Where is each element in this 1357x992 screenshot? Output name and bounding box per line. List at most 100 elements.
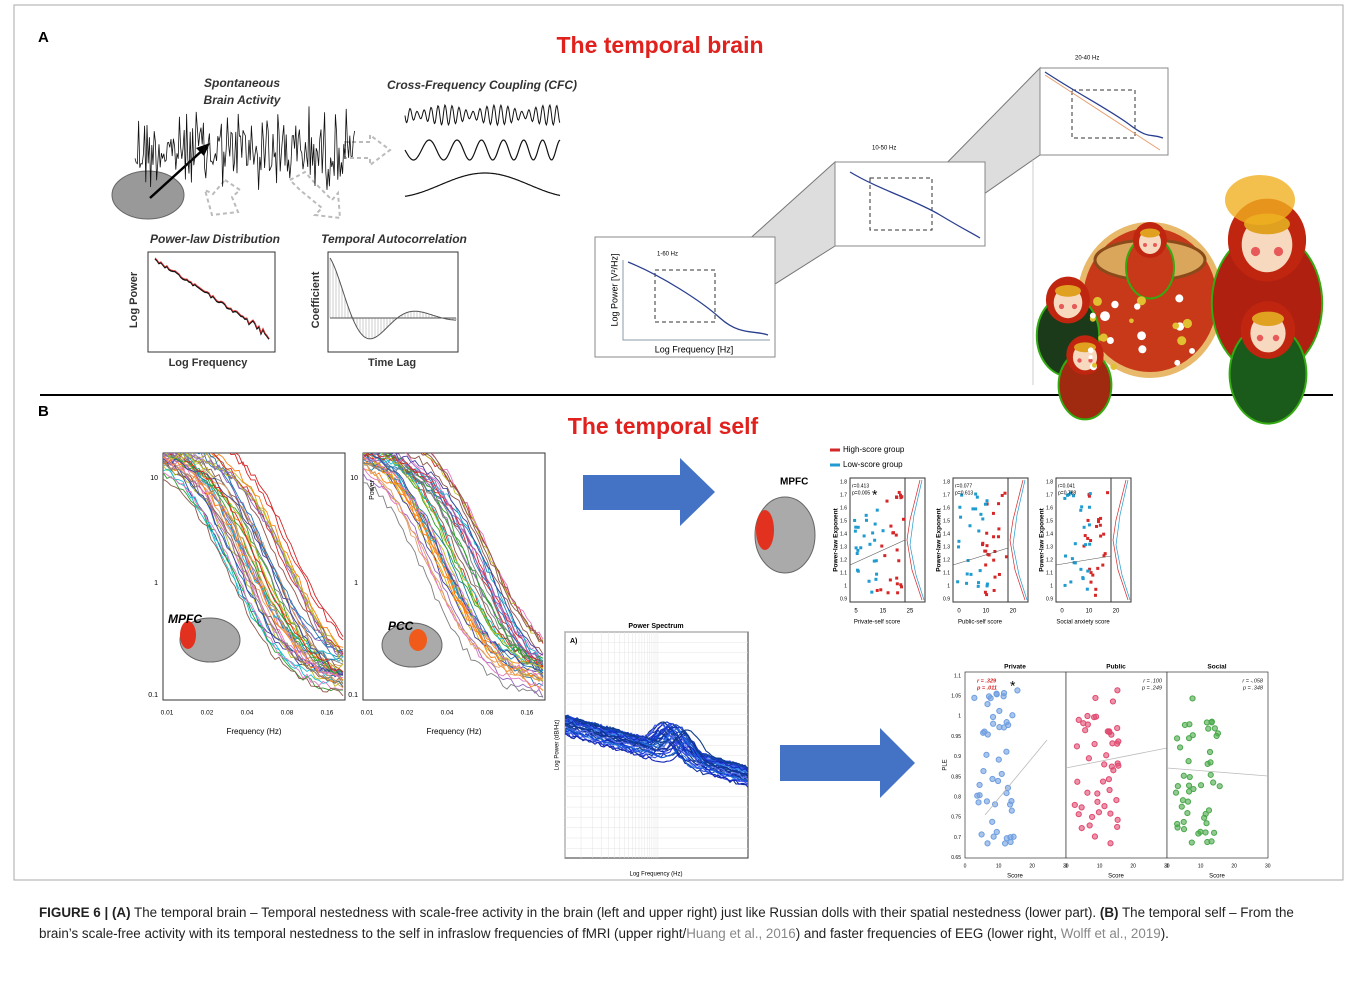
eeg-scatter: C)PLE1.11.0510.950.90.850.80.750.70.65Pr… [943,664,1271,880]
point [1204,720,1209,725]
point [896,548,899,551]
point [880,545,883,548]
point [986,544,989,547]
point [1102,762,1107,767]
doll-cheek [1153,243,1157,247]
axis-label: Log Power [128,271,140,328]
point [1075,779,1080,784]
point [863,534,866,537]
point [1189,840,1194,845]
point [974,507,977,510]
point [994,829,999,834]
point [991,834,996,839]
point [981,768,986,773]
y-tick-label: 1.8 [1046,479,1053,485]
point [1181,819,1186,824]
point [1107,787,1112,792]
axis-label: Coefficient [310,271,322,328]
point [1182,722,1187,727]
point [997,502,1000,505]
point [1101,564,1104,567]
point [1007,802,1012,807]
point [991,721,996,726]
point [1004,492,1007,495]
point [981,543,984,546]
y-tick-label: 0.7 [954,835,961,841]
stat: p = .348 [1242,685,1264,691]
y-tick-label: 1.5 [1046,518,1053,524]
axis-label: Log Frequency [Hz] [655,344,734,354]
point [1177,745,1182,750]
point [1081,721,1086,726]
point [1086,588,1089,591]
x-tick-label: 0.02 [201,710,214,717]
point [977,529,980,532]
plot-box [965,672,1066,858]
point [984,563,987,566]
point [976,800,981,805]
region-label: MPFC [168,612,202,626]
stat: r = .100 [1143,678,1163,684]
citation[interactable]: Huang et al., 2016 [686,926,795,941]
point [975,793,980,798]
point [1094,594,1097,597]
axis-label: Log Power [V²/Hz] [609,253,619,326]
panel-title: The temporal self [568,413,759,439]
point [996,757,1001,762]
point [979,569,982,572]
point [974,493,977,496]
point [1109,764,1114,769]
point [1205,761,1210,766]
y-tick-label: 10 [350,475,358,482]
point [1179,804,1184,809]
significance: * [872,487,878,503]
point [1086,756,1091,761]
point [1008,835,1013,840]
point [1079,805,1084,810]
point [889,525,892,528]
point [1083,526,1086,529]
point [1001,691,1006,696]
point [876,509,879,512]
point [997,535,1000,538]
point [1116,763,1121,768]
x-tick-label: 10 [983,609,990,615]
doll-flower [1174,360,1180,366]
point [1079,568,1082,571]
doll-hair [1055,285,1081,297]
y-tick-label: 1.2 [1046,557,1053,563]
point [1085,713,1090,718]
point [977,585,980,588]
point [1115,688,1120,693]
axis-label: Power-law Exponent [1039,507,1046,571]
point [1087,823,1092,828]
axis-label: Log Power (dB/Hz) [555,720,561,771]
x-tick-label: 0.04 [241,710,254,717]
point [992,535,995,538]
x-tick-label: 0.16 [321,710,334,717]
doll-flower [1111,301,1118,308]
point [896,591,899,594]
axis-label: Power-law Exponent [936,507,943,571]
citation[interactable]: Wolff et al., 2019 [1061,926,1161,941]
y-tick-label: 0.1 [348,692,358,699]
x-tick-label: 20 [1029,863,1035,869]
point [1064,584,1067,587]
panel-ref: (A) [112,905,131,920]
point [1092,741,1097,746]
schematic-labels: Spontaneous Brain Activity Cross-Frequen… [150,76,577,246]
stat: r = -.058 [1242,678,1264,684]
doll-flower [1175,294,1183,302]
autocorr-curve [330,258,456,339]
y-tick-label: 0.9 [840,596,847,602]
legend-label: High-score group [843,445,905,454]
point [1094,588,1097,591]
point [977,782,982,787]
y-tick-label: 1.1 [1046,570,1053,576]
x-tick-label: 10 [1097,863,1103,869]
point [871,531,874,534]
point [959,516,962,519]
point [902,518,905,521]
plot-box [1056,478,1111,602]
x-tick-label: 0.08 [481,710,494,717]
